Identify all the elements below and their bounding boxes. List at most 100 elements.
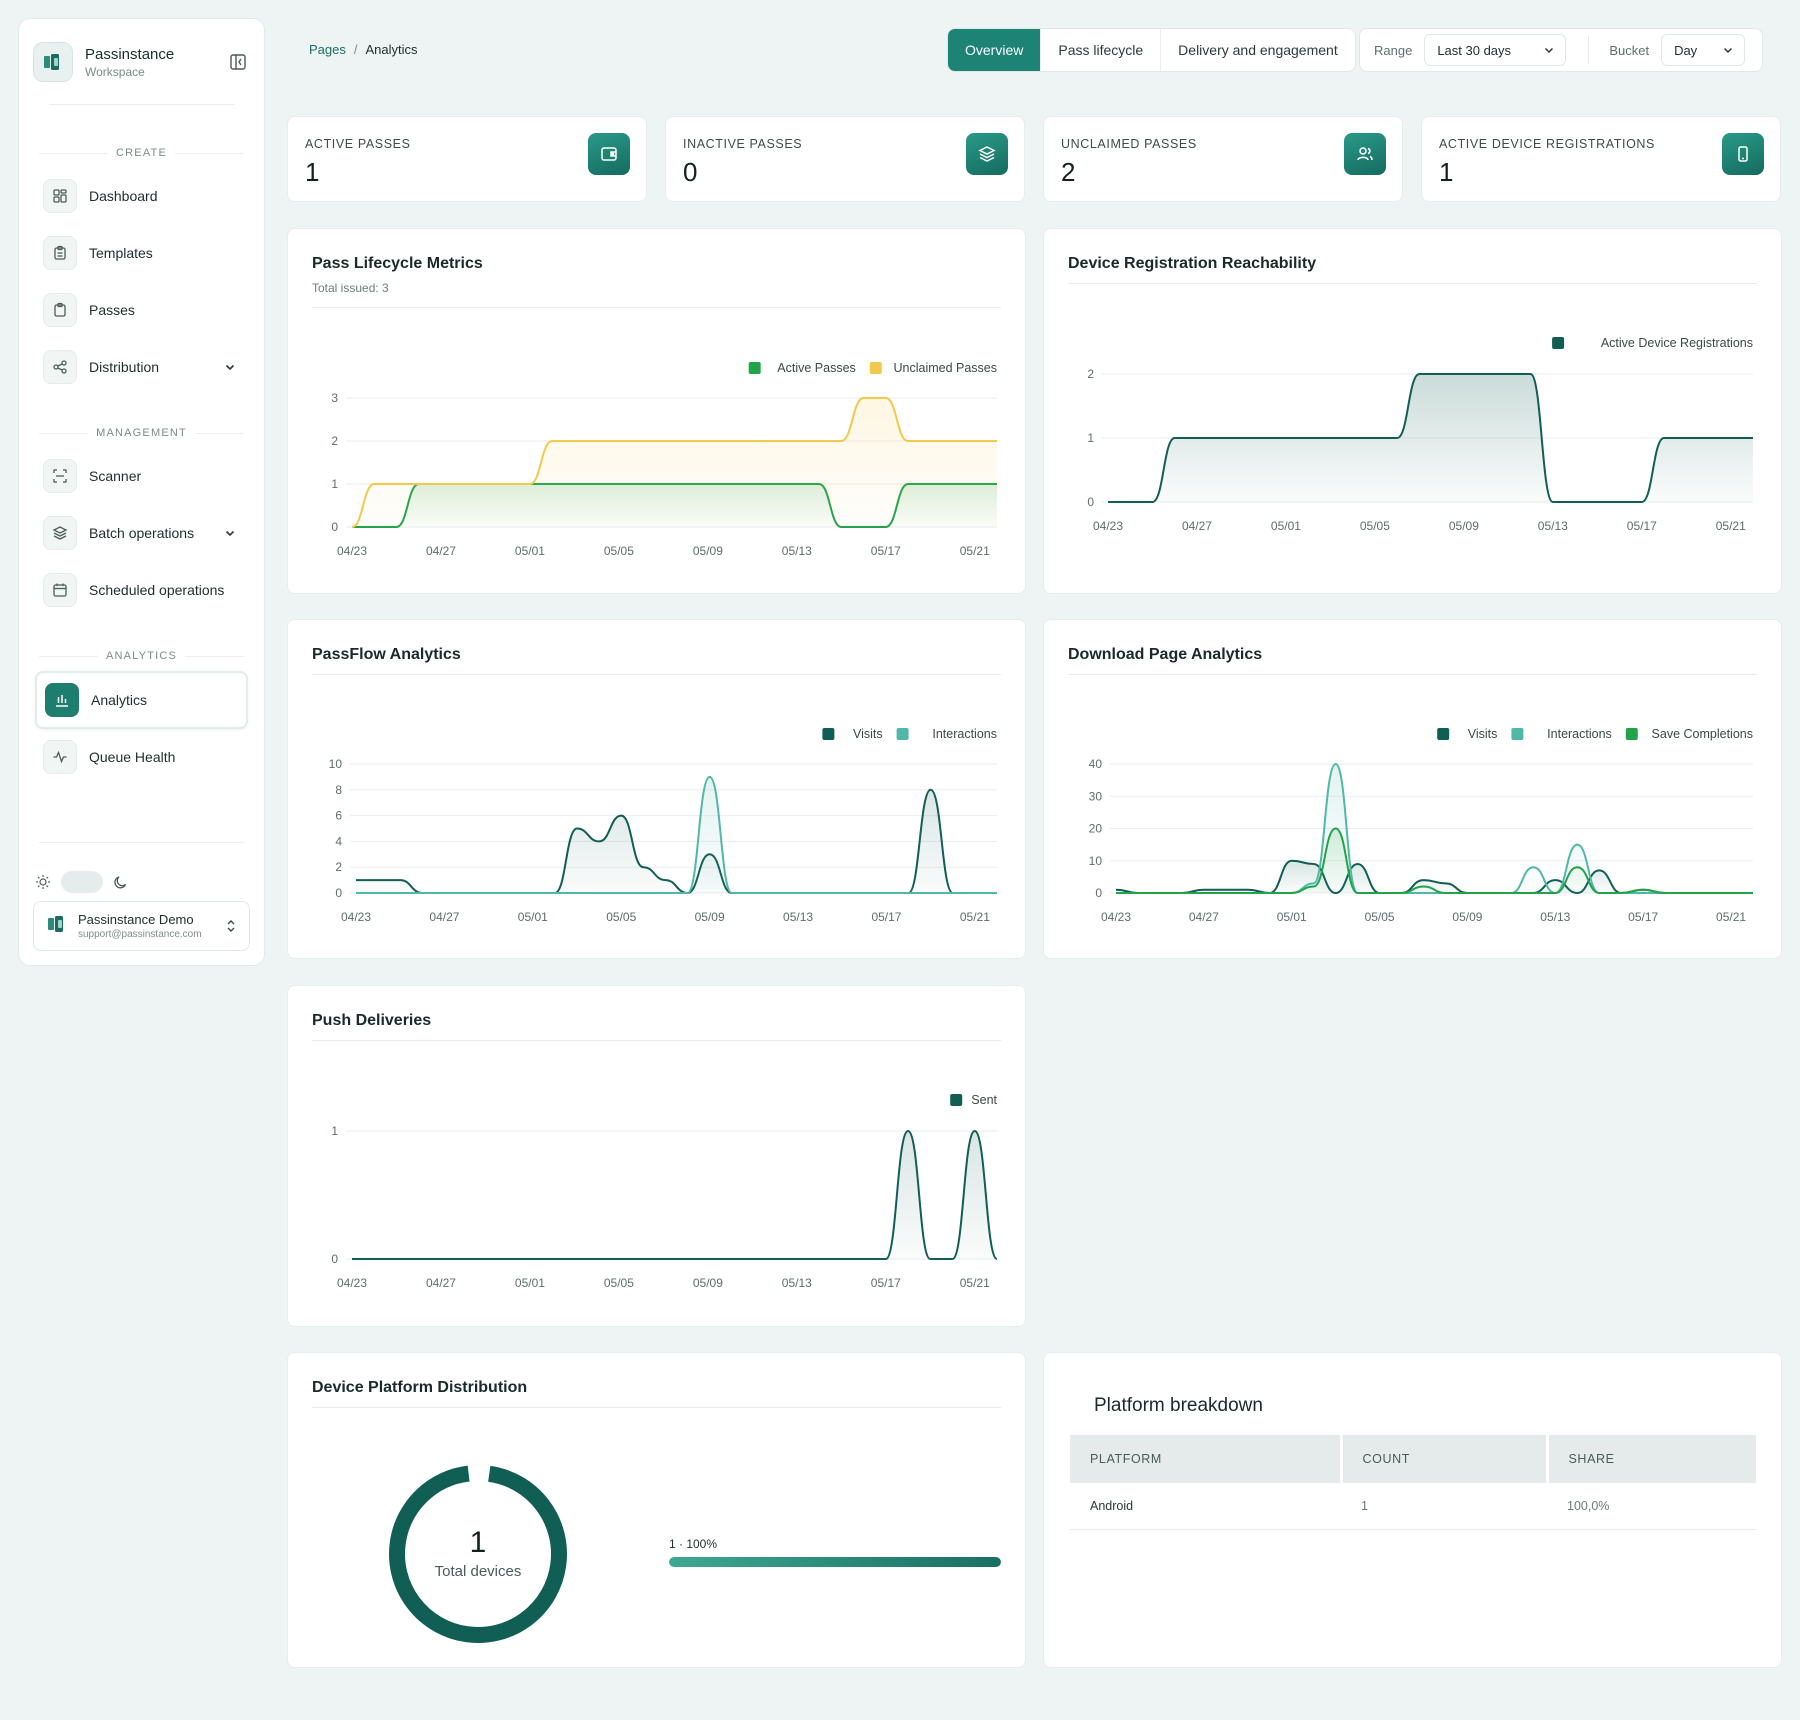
sidebar-item-passes[interactable]: Passes xyxy=(35,286,248,334)
card-platform-breakdown: Platform breakdown PLATFORM COUNT SHARE … xyxy=(1043,1352,1782,1668)
tab-delivery-and-engagement[interactable]: Delivery and engagement xyxy=(1160,29,1355,71)
sidebar-item-scheduled-operations[interactable]: Scheduled operations xyxy=(35,566,248,614)
x-tick-label: 04/23 xyxy=(337,544,367,558)
sidebar-item-label: Scanner xyxy=(89,468,142,484)
x-tick-label: 05/01 xyxy=(1271,519,1301,533)
sidebar-item-distribution[interactable]: Distribution xyxy=(35,343,248,391)
column-header-platform: PLATFORM xyxy=(1070,1435,1343,1483)
legend-swatch xyxy=(869,362,882,374)
legend-label: Active Passes xyxy=(777,361,856,375)
x-tick-label: 05/05 xyxy=(1360,519,1390,533)
x-tick-label: 04/23 xyxy=(337,1276,367,1290)
legend-swatch xyxy=(1625,728,1638,740)
kpi-card-unclaimed-passes: UNCLAIMED PASSES 2 xyxy=(1043,116,1403,202)
y-tick-label: 8 xyxy=(335,783,342,797)
x-tick-label: 04/23 xyxy=(1101,910,1131,924)
table-title: Platform breakdown xyxy=(1094,1395,1263,1416)
kpi-value: 2 xyxy=(1061,157,1076,187)
y-tick-label: 40 xyxy=(1089,757,1103,771)
scan-icon xyxy=(43,459,77,493)
card-title: Pass Lifecycle Metrics xyxy=(312,255,483,272)
sidebar-item-batch-operations[interactable]: Batch operations xyxy=(35,509,248,557)
brand-logo xyxy=(33,42,73,82)
divider xyxy=(1068,674,1757,675)
bucket-select[interactable]: Day xyxy=(1661,34,1746,66)
series-area-interactions xyxy=(356,776,997,893)
chevron-down-icon xyxy=(1545,47,1554,54)
kpi-card-active-device-registrations: ACTIVE DEVICE REGISTRATIONS 1 xyxy=(1421,116,1781,202)
user-switcher[interactable]: Passinstance Demo support@passinstance.c… xyxy=(33,901,250,951)
y-tick-label: 6 xyxy=(335,809,342,823)
kpi-label: INACTIVE PASSES xyxy=(683,137,803,151)
topbar: Pages / Analytics Overview Pass lifecycl… xyxy=(287,18,1782,82)
chevron-down-icon[interactable] xyxy=(224,527,236,539)
breadcrumb: Pages / Analytics xyxy=(309,42,418,57)
sun-icon xyxy=(36,875,50,889)
wallet-icon xyxy=(588,133,630,175)
sidebar-item-scanner[interactable]: Scanner xyxy=(35,452,248,500)
theme-toggle[interactable] xyxy=(61,871,103,893)
collapse-sidebar-icon[interactable] xyxy=(226,50,250,74)
card-download-page: Download Page Analytics 0 10 20 30 40 04/23 04… xyxy=(1043,619,1782,959)
chevron-down-icon[interactable] xyxy=(224,361,236,373)
brand-name: Passinstance xyxy=(85,45,175,63)
user-email: support@passinstance.com xyxy=(78,929,202,940)
sidebar-item-label: Scheduled operations xyxy=(89,582,225,598)
bucket-value: Day xyxy=(1674,42,1698,58)
divider xyxy=(312,674,1001,675)
sidebar-item-queue-health[interactable]: Queue Health xyxy=(35,733,248,781)
series-area-sent xyxy=(352,1131,997,1259)
y-tick-label: 0 xyxy=(1095,886,1102,900)
chart-device-reachability: 0 1 2 04/23 04/27 05/01 05/05 05/09 05/13 05/17 05… xyxy=(1087,336,1753,533)
divider xyxy=(312,1040,1001,1041)
tab-bar: Overview Pass lifecycle Delivery and eng… xyxy=(947,28,1356,72)
x-tick-label: 05/01 xyxy=(515,1276,545,1290)
tab-pass-lifecycle[interactable]: Pass lifecycle xyxy=(1040,29,1160,71)
clipboard-icon xyxy=(43,293,77,327)
x-tick-label: 04/27 xyxy=(426,1276,456,1290)
breadcrumb-current: Analytics xyxy=(365,42,418,57)
legend-label: Interactions xyxy=(932,727,997,741)
sidebar-item-label: Distribution xyxy=(89,359,160,375)
chevron-down-icon xyxy=(1724,47,1733,54)
chevron-up-down-icon xyxy=(227,920,235,932)
x-tick-label: 05/01 xyxy=(1277,910,1307,924)
sidebar-item-dashboard[interactable]: Dashboard xyxy=(35,172,248,220)
y-tick-label: 1 xyxy=(331,1124,338,1138)
x-tick-label: 05/01 xyxy=(515,544,545,558)
x-tick-label: 04/27 xyxy=(426,544,456,558)
x-tick-label: 05/05 xyxy=(1365,910,1395,924)
x-tick-label: 04/27 xyxy=(1189,910,1219,924)
x-tick-label: 05/13 xyxy=(1540,910,1570,924)
range-select[interactable]: Last 30 days xyxy=(1424,34,1567,66)
brand-subtitle: Workspace xyxy=(85,64,145,79)
y-tick-label: 1 xyxy=(331,477,338,491)
chart-pass-lifecycle: 0 1 2 3 04/23 04/27 05/01 05/05 05/09 05/13 05/17 0… xyxy=(331,361,997,558)
x-tick-label: 05/05 xyxy=(604,1276,634,1290)
x-tick-label: 05/21 xyxy=(960,544,990,558)
donut-center-label: Total devices xyxy=(434,1563,522,1580)
sidebar-item-analytics[interactable]: Analytics xyxy=(35,671,248,729)
range-label: Range xyxy=(1374,42,1413,58)
x-tick-label: 05/09 xyxy=(1449,519,1479,533)
y-tick-label: 4 xyxy=(335,834,342,848)
card-title: Push Deliveries xyxy=(312,1012,432,1029)
breadcrumb-link-pages[interactable]: Pages xyxy=(309,42,346,57)
tab-overview[interactable]: Overview xyxy=(948,29,1041,71)
section-label-create: CREATE xyxy=(39,146,244,160)
kpi-value: 0 xyxy=(683,157,698,187)
legend-label: Active Device Registrations xyxy=(1601,336,1753,350)
x-tick-label: 05/09 xyxy=(1452,910,1482,924)
x-tick-label: 05/21 xyxy=(1716,519,1746,533)
kpi-value: 1 xyxy=(305,157,320,187)
sidebar-item-templates[interactable]: Templates xyxy=(35,229,248,277)
y-tick-label: 1 xyxy=(1087,431,1094,445)
legend-label: Visits xyxy=(1468,727,1498,741)
users-icon xyxy=(1344,133,1386,175)
kpi-card-inactive-passes: INACTIVE PASSES 0 xyxy=(665,116,1025,202)
platform-table: PLATFORM COUNT SHARE Android 1 100,0% xyxy=(1070,1435,1756,1530)
card-push-deliveries: Push Deliveries 0 1 04/23 04/27 05/01 05/05 05… xyxy=(287,985,1026,1327)
series-area-visits xyxy=(1116,860,1753,893)
kpi-label: UNCLAIMED PASSES xyxy=(1061,137,1197,151)
x-tick-label: 04/27 xyxy=(1182,519,1212,533)
